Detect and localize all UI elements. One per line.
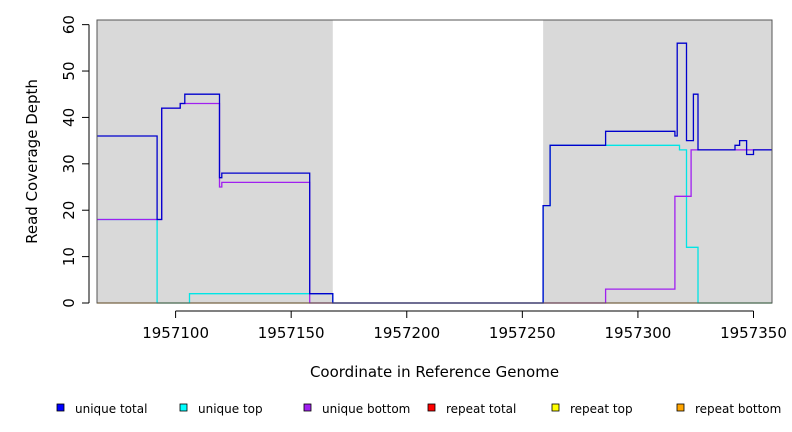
x-tick-label: 1957100 <box>142 324 209 342</box>
x-tick-label: 1957300 <box>605 324 672 342</box>
y-tick-label: 30 <box>60 154 78 173</box>
shaded-regions <box>97 20 772 303</box>
x-axis-label: Coordinate in Reference Genome <box>310 363 559 381</box>
y-tick-label: 60 <box>60 15 78 34</box>
y-tick-label: 0 <box>60 298 78 308</box>
y-axis: 0 10 20 30 40 50 60 <box>60 15 90 308</box>
legend-swatch <box>427 403 436 412</box>
x-tick-label: 1957150 <box>258 324 325 342</box>
legend-swatch <box>303 403 312 412</box>
shaded-region <box>543 20 772 303</box>
legend-swatch <box>179 403 188 412</box>
x-axis: 1957100 1957150 1957200 1957250 1957300 19573… <box>142 310 787 342</box>
legend-swatch <box>56 403 65 412</box>
plot-frame <box>96 19 773 304</box>
legend-label: unique top <box>198 402 263 416</box>
legend-label: repeat total <box>446 402 516 416</box>
shaded-region <box>97 20 333 303</box>
x-tick-label: 1957250 <box>489 324 556 342</box>
legend-swatch <box>676 403 685 412</box>
x-tick-label: 1957200 <box>373 324 440 342</box>
x-tick-label: 1957350 <box>720 324 787 342</box>
legend-label: unique total <box>75 402 147 416</box>
y-tick-label: 20 <box>60 201 78 220</box>
series-line-unique-total <box>97 42 772 304</box>
legend: unique total unique top unique bottom repea… <box>56 402 781 416</box>
y-tick-label: 40 <box>60 108 78 127</box>
legend-swatch <box>551 403 560 412</box>
legend-label: repeat bottom <box>695 402 781 416</box>
legend-label: repeat top <box>570 402 633 416</box>
y-tick-label: 50 <box>60 61 78 80</box>
y-axis-label: Read Coverage Depth <box>23 79 41 244</box>
legend-label: unique bottom <box>322 402 410 416</box>
y-tick-label: 10 <box>60 247 78 266</box>
